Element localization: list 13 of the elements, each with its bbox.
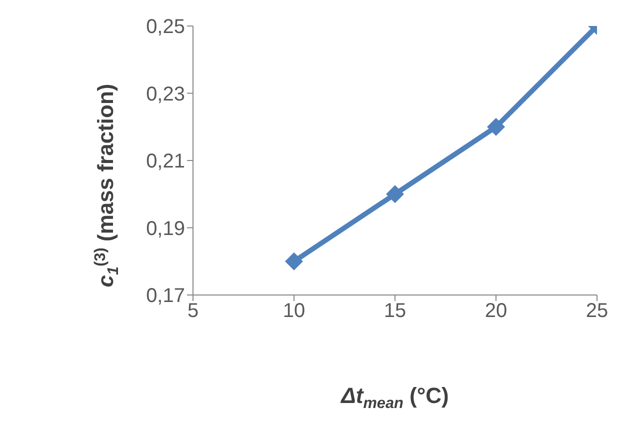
x-tick-label: 25 [586,300,608,322]
point [386,185,404,204]
point [285,252,303,270]
y-tick-label: 0,25 [146,16,185,38]
y-tick-label: 0,17 [146,285,185,308]
x-tick-label: 5 [187,300,199,322]
x-tick-label: 15 [384,300,406,322]
y-tick-label: 0,23 [146,83,185,106]
x-tick-label: 20 [484,300,508,322]
x-axis-title: Δt$_{mean}$ (°C) [340,383,449,412]
y-tick-label: 0,19 [146,218,185,240]
y-tick-label: 0,21 [146,150,185,173]
x-tick-label: 10 [282,300,306,322]
